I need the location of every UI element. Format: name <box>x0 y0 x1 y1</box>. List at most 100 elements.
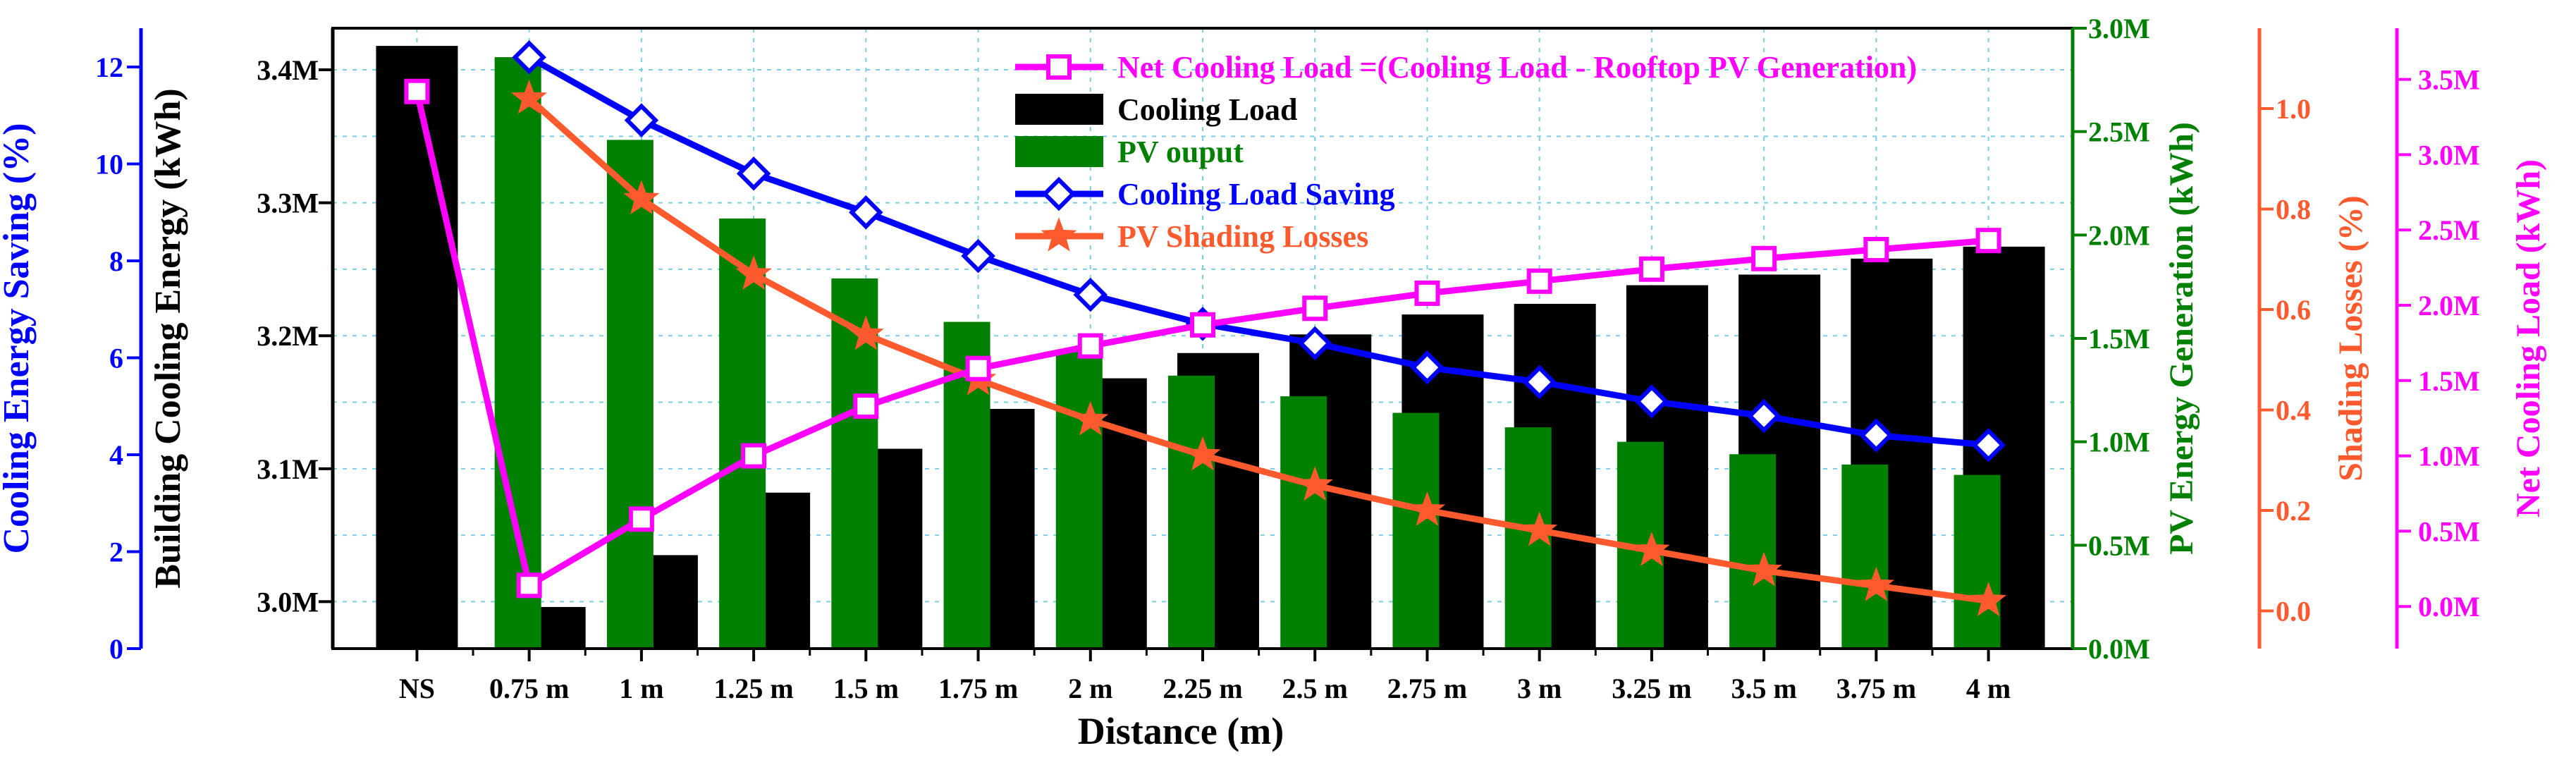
net-tick-label: 2.0M <box>2418 290 2480 321</box>
pv-tick-label: 1.5M <box>2088 323 2150 355</box>
pv-output-bar <box>1280 396 1327 649</box>
legend-marker-net-cooling <box>1046 54 1072 80</box>
net-tick-label: 0.5M <box>2418 515 2480 547</box>
cooling-tick-label: 3.4M <box>257 54 319 86</box>
x-tick-label: 2.5 m <box>1282 673 1348 704</box>
net-cooling-load-point <box>965 355 991 381</box>
cooling-tick-label: 3.3M <box>257 188 319 219</box>
net-cooling-load-point <box>516 572 542 599</box>
cooling-load-saving-point <box>624 103 659 137</box>
saving-tick-label: 4 <box>109 439 123 471</box>
cooling-load-saving-point <box>1746 398 1781 434</box>
x-tick-label: 3 m <box>1517 673 1562 704</box>
pv-shading-losses-point <box>1858 567 1894 601</box>
legend-label-cooling-load: Cooling Load Saving <box>1117 177 1395 212</box>
net-cooling-load-point <box>741 443 767 469</box>
cooling-load-saving-point <box>512 40 546 75</box>
net-axis-title: Net Cooling Load (kWh) <box>2510 159 2547 517</box>
pv-tick-label: 3.0M <box>2088 13 2150 44</box>
cooling-tick-label: 3.0M <box>257 586 319 618</box>
saving-tick-label: 0 <box>109 633 123 665</box>
saving-tick-label: 12 <box>95 51 123 83</box>
pv-axis-title: PV Energy Generation (kWh) <box>2163 122 2200 555</box>
x-tick-label: 1.25 m <box>713 673 793 704</box>
pv-shading-losses-point <box>623 180 660 215</box>
x-tick-label: 4 m <box>1966 673 2011 704</box>
net-tick-label: 1.5M <box>2418 365 2480 397</box>
x-tick-label: 3.5 m <box>1731 673 1796 704</box>
x-tick-label: 2.75 m <box>1387 673 1467 704</box>
cooling-load-saving-point <box>736 157 771 191</box>
pv-output-bar <box>1392 412 1440 649</box>
cooling-load-saving-point <box>1410 350 1445 385</box>
x-tick-label: 1.5 m <box>833 673 899 704</box>
net-cooling-load-point <box>404 78 430 104</box>
pv-output-bar <box>494 57 541 649</box>
cooling-axis-title: Building Cooling Energy (kWh) <box>148 88 188 588</box>
net-tick-label: 3.5M <box>2418 64 2480 96</box>
shading-tick-label: 0.8 <box>2276 194 2311 226</box>
pv-tick-label: 0.5M <box>2088 529 2150 561</box>
saving-tick-label: 2 <box>109 537 123 568</box>
net-cooling-load-point <box>1414 280 1440 306</box>
net-cooling-load-point <box>853 393 879 419</box>
x-tick-label: 1.75 m <box>938 673 1018 704</box>
legend-label-cooling-load: Cooling Load <box>1117 92 1298 127</box>
x-tick-label: 3.75 m <box>1836 673 1916 704</box>
saving-tick-label: 8 <box>109 245 123 277</box>
x-tick-label: 2 m <box>1068 673 1112 704</box>
pv-shading-losses-point <box>1521 511 1558 546</box>
legend: Net Cooling Load =(Cooling Load - Roofto… <box>1015 50 1917 254</box>
cooling-tick-label: 3.1M <box>257 453 319 485</box>
pv-tick-label: 2.0M <box>2088 219 2150 251</box>
pv-shading-losses-point <box>1633 532 1670 566</box>
pv-output-bar <box>1168 375 1215 649</box>
shading-tick-label: 1.0 <box>2276 93 2311 125</box>
pv-tick-label: 1.0M <box>2088 427 2150 458</box>
bars-layer <box>376 46 2045 649</box>
cooling-load-saving-point <box>1073 277 1108 312</box>
pv-shading-losses-point <box>1072 400 1109 436</box>
legend-marker-pv-shading <box>1041 217 1077 252</box>
shading-tick-label: 0.4 <box>2276 395 2311 427</box>
pv-shading-losses-line <box>527 96 1989 604</box>
pv-shading-losses-point <box>511 79 548 114</box>
cooling-load-saving-line <box>527 54 1989 448</box>
pv-shading-losses-point <box>1746 551 1782 587</box>
legend-swatch-pv-ouput <box>1015 136 1103 167</box>
net-tick-label: 0.0M <box>2418 591 2480 623</box>
pv-output-bar <box>1841 464 1889 649</box>
x-tick-label: 3.25 m <box>1612 673 1691 704</box>
pv-output-bar <box>1954 474 2001 649</box>
pv-shading-losses-point <box>1296 466 1333 501</box>
legend-marker-cooling-load <box>1041 176 1077 212</box>
net-tick-label: 3.0M <box>2418 139 2480 171</box>
net-cooling-load-point <box>1077 333 1103 359</box>
cooling-load-saving-point <box>1297 326 1332 361</box>
legend-label-pv-ouput: PV ouput <box>1117 135 1244 169</box>
saving-axis-title: Cooling Energy Saving (%) <box>0 123 37 553</box>
pv-shading-losses-point <box>735 255 772 290</box>
pv-shading-losses-point <box>847 315 884 350</box>
x-tick-label: 2.25 m <box>1163 673 1242 704</box>
shading-axis-title: Shading Losses (%) <box>2332 195 2369 481</box>
legend-label-pv-shading: PV Shading Losses <box>1117 219 1368 254</box>
pv-shading-losses-point <box>1184 436 1221 471</box>
pv-output-bar <box>1055 350 1103 649</box>
net-tick-label: 1.0M <box>2418 441 2480 472</box>
legend-swatch-cooling-load <box>1015 94 1103 125</box>
x-tick-label: 0.75 m <box>489 673 569 704</box>
cooling-load-saving-point <box>961 238 995 274</box>
net-cooling-load-point <box>1190 312 1215 338</box>
legend-label-net-cooling: Net Cooling Load =(Cooling Load - Roofto… <box>1117 50 1917 85</box>
saving-tick-label: 10 <box>95 149 123 180</box>
pv-output-bar <box>1729 454 1777 649</box>
net-cooling-load-point <box>1302 295 1328 321</box>
net-cooling-load-point <box>1638 256 1664 282</box>
net-cooling-load-point <box>1526 268 1552 294</box>
cooling-load-bar <box>376 46 458 649</box>
net-cooling-load-point <box>1863 236 1889 262</box>
pv-tick-label: 2.5M <box>2088 116 2150 148</box>
x-tick-label: NS <box>399 673 435 704</box>
